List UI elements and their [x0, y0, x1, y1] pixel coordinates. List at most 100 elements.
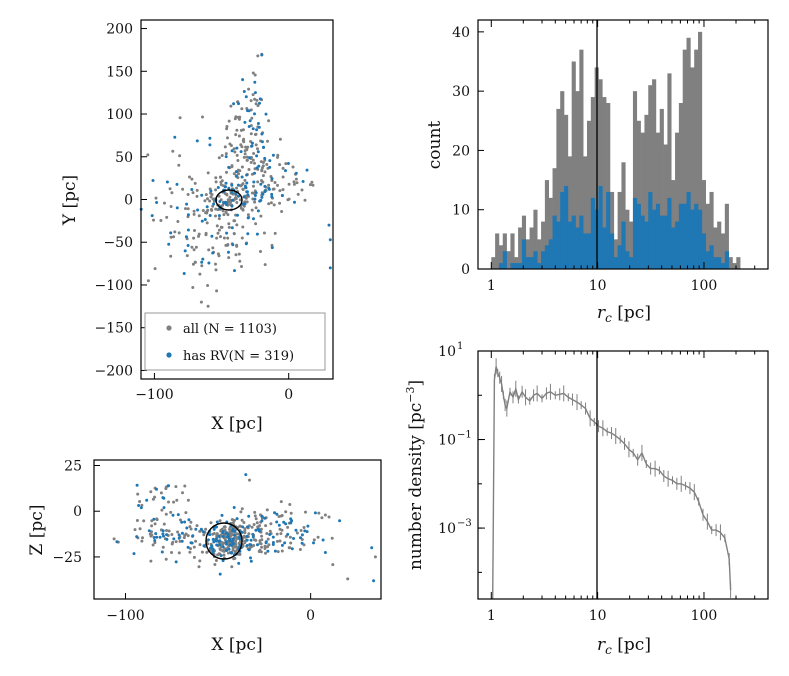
xz-all-point [133, 528, 137, 532]
xy-all-point [186, 207, 190, 211]
xy-rv-point [169, 231, 173, 235]
xy-all-point [292, 182, 296, 186]
xz-all-point [239, 510, 243, 514]
xz-all-point [161, 545, 165, 549]
xz-rv-point [153, 539, 157, 542]
xz-rv-point [283, 541, 287, 545]
xy-rv-point [224, 181, 228, 185]
xy-all-point [250, 208, 254, 212]
hist-bar-rv [579, 215, 584, 269]
hist-bar-rv [617, 245, 622, 269]
xy-rv-point [186, 244, 190, 247]
xz-all-point [267, 543, 271, 547]
xz-rv-point [231, 529, 235, 533]
xz-all-point [222, 549, 226, 553]
xz-all-point [182, 536, 186, 540]
xy-rv-point [250, 141, 254, 145]
xy-all-point [263, 170, 267, 174]
xz-rv-point [220, 513, 224, 517]
xz-rv-point [211, 547, 215, 551]
xz-rv-points [115, 473, 376, 583]
xz-all-point [278, 539, 282, 543]
xz-rv-point [161, 496, 165, 500]
hist-bar-all [567, 156, 572, 269]
xy-all-point [165, 215, 169, 219]
xz-all-point [330, 536, 334, 540]
xy-ytick-label: 100 [106, 107, 133, 123]
xz-all-point [231, 521, 235, 525]
xy-rv-point [230, 204, 234, 208]
xz-all-point [174, 540, 178, 544]
xy-all-point [269, 201, 273, 205]
hist-bar-all [609, 191, 615, 269]
xz-rv-point [260, 515, 264, 518]
xy-all-point [254, 206, 258, 210]
xy-all-point [192, 209, 196, 213]
xy-ytick-label: −100 [95, 278, 133, 294]
legend-rv-label: has RV(N = 319) [183, 349, 294, 364]
xz-all-point [237, 552, 241, 556]
xz-all-point [184, 511, 188, 515]
xz-all-point [233, 549, 237, 553]
xy-rv-point [263, 184, 267, 188]
xy-all-point [217, 194, 221, 198]
hist-bar-all [587, 120, 592, 269]
xz-all-point [317, 511, 321, 515]
hist-bar-all [671, 180, 676, 269]
xz-selection-ellipse [205, 522, 243, 560]
hist-xtick-label: 10 [589, 278, 607, 294]
xy-rv-point [246, 193, 250, 197]
xy-ytick-label: 0 [124, 193, 133, 209]
xz-rv-point [135, 483, 139, 487]
xy-all-point [240, 183, 244, 187]
hist-bar-rv [621, 221, 626, 269]
xy-all-point [220, 225, 224, 229]
xy-all-point [169, 205, 173, 208]
hist-bar-all [575, 91, 580, 269]
xy-xlabel: X [pc] [211, 414, 262, 434]
xy-rv-point [182, 272, 186, 275]
xy-all-point [256, 54, 260, 58]
xy-all-point [177, 231, 181, 235]
xy-all-point [232, 232, 236, 236]
hist-bar-all [717, 221, 722, 269]
xy-all-point [208, 199, 212, 203]
xy-all-point [246, 213, 250, 217]
xz-rv-point [254, 528, 258, 532]
xy-all-point [256, 147, 259, 151]
xy-all-point [214, 214, 217, 218]
xz-rv-point [217, 534, 221, 538]
hist-bar-all [625, 209, 630, 269]
xy-ytick-label: −200 [95, 363, 133, 379]
xy-ytick-label: −50 [103, 235, 133, 251]
hist-bar-rv [518, 263, 523, 269]
xz-all-point [250, 525, 254, 529]
xz-rv-point [221, 559, 225, 563]
xz-rv-point [180, 531, 184, 535]
xy-all-point [201, 115, 204, 119]
xy-all-point [225, 192, 229, 196]
xy-all-point [214, 176, 218, 180]
xz-all-point [275, 539, 279, 543]
hist-xtick-label: 100 [691, 278, 718, 294]
xy-all-point [185, 254, 189, 258]
xy-all-point [232, 147, 236, 151]
hist-bar-all [701, 180, 706, 269]
xy-all-point [236, 159, 240, 162]
xy-rv-point [327, 223, 331, 227]
xz-all-point [216, 553, 220, 557]
xz-all-point [192, 545, 196, 549]
xz-all-point [312, 538, 316, 542]
hist-bar-rv [713, 257, 718, 269]
xz-all-points [112, 478, 377, 581]
xy-rv-point [253, 91, 257, 95]
xy-all-point [256, 104, 260, 108]
hist-bar-rv [632, 197, 638, 269]
xy-all-point [193, 181, 197, 185]
legend-rv-marker [166, 352, 172, 358]
xz-rv-point [115, 540, 119, 544]
xy-rv-point [270, 192, 274, 196]
xz-all-point [304, 510, 307, 514]
xz-rv-point [230, 551, 233, 555]
xy-all-point [254, 222, 258, 226]
